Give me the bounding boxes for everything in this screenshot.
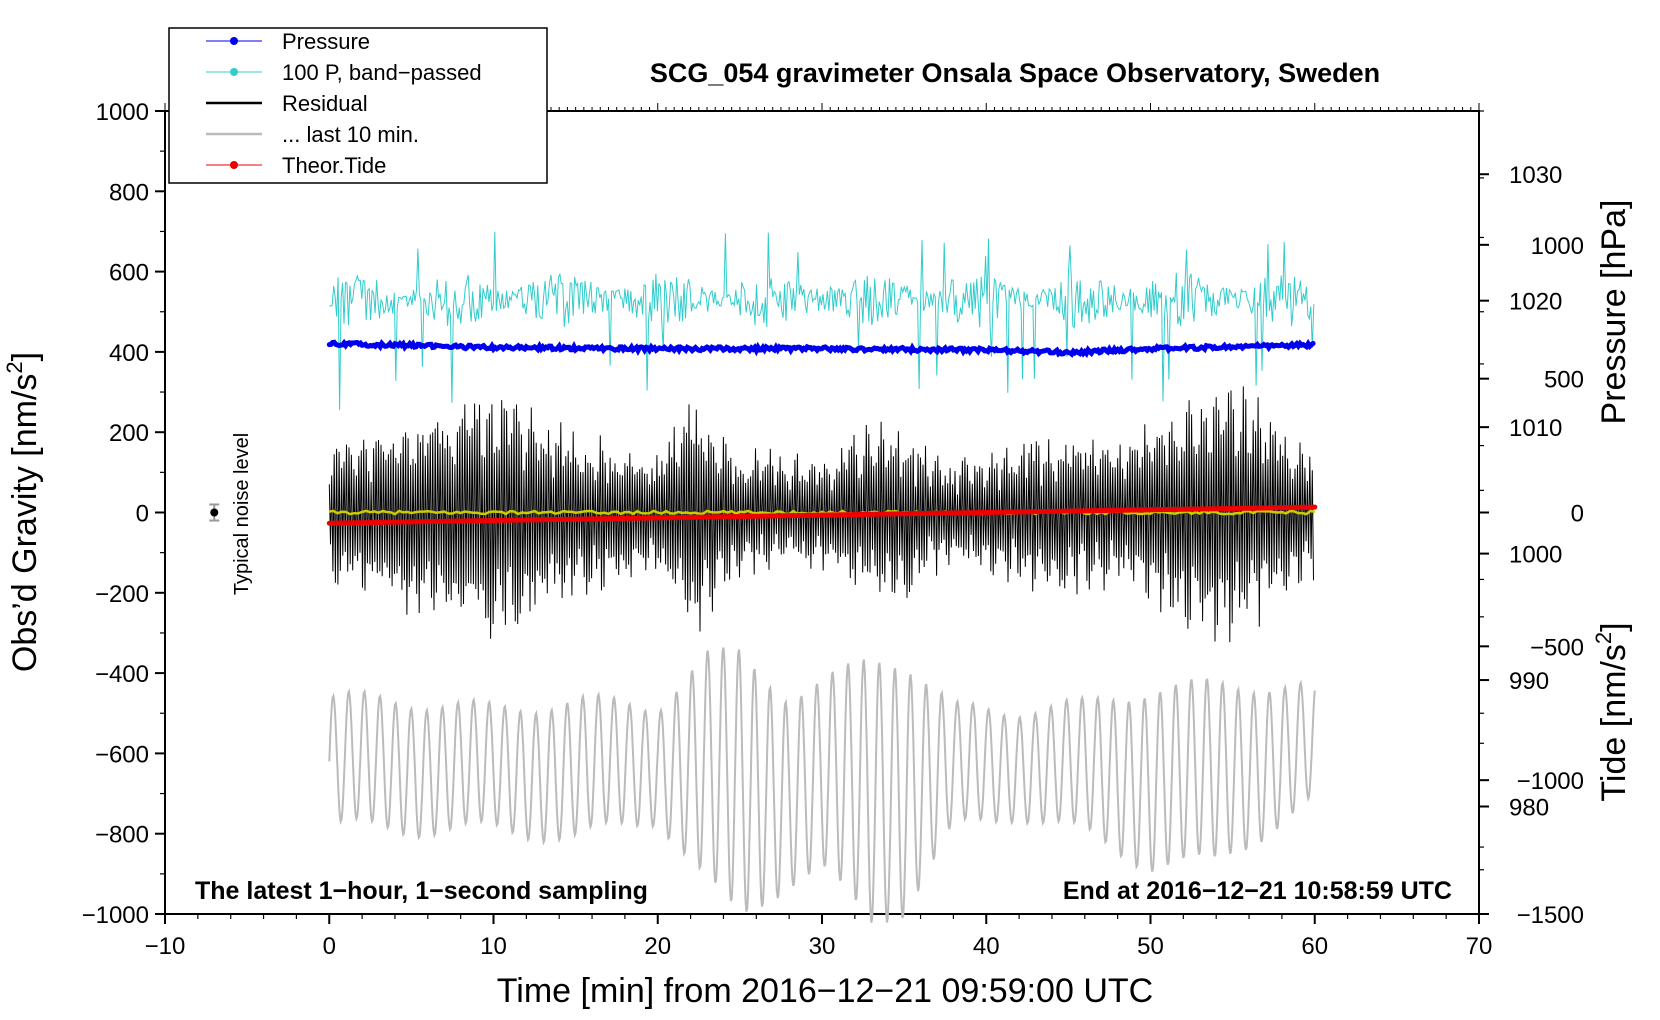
x-tick-label: 40	[973, 933, 1000, 960]
y-left-tick-label: 200	[109, 420, 149, 447]
pressure-tick-label: 1030	[1509, 162, 1562, 189]
y-left-tick-label: 800	[109, 179, 149, 206]
legend-label: Pressure	[282, 29, 370, 54]
legend-marker	[230, 37, 238, 45]
series-residual-mean-line	[329, 509, 1316, 516]
tide-axis-ticks: 1000 500 0 −500 −1000 −1500	[1479, 177, 1584, 929]
legend-label: Theor.Tide	[282, 153, 386, 178]
legend-marker	[230, 68, 238, 76]
y-left-tick-label: 400	[109, 340, 149, 367]
x-tick-label: 20	[644, 933, 671, 960]
x-tick-label: 0	[323, 933, 336, 960]
x-tick-label: 60	[1301, 933, 1328, 960]
noise-point	[210, 508, 219, 517]
series-last-10-min-line	[328, 647, 1316, 923]
y-left-tick-label: −600	[95, 741, 149, 768]
pressure-tick-label: 1020	[1509, 289, 1562, 316]
annotation-left: The latest 1−hour, 1−second sampling	[195, 877, 648, 905]
tide-tick-label: −1500	[1517, 902, 1584, 929]
y-left-axis-ticks: 1000 800 600 400 200 0 −200 −400 −600 −800 −1000	[82, 99, 165, 929]
legend-label: 100 P, band−passed	[282, 60, 482, 85]
y-tide-axis-label: Tide [nm/s2]	[1591, 622, 1633, 801]
pressure-tick-label: 990	[1509, 668, 1549, 695]
y-tide-axis-label-sup: 2	[1591, 632, 1616, 644]
y-tide-axis-label-close: ]	[1595, 622, 1633, 631]
tide-tick-label: 500	[1544, 367, 1584, 394]
tide-tick-label: −500	[1530, 634, 1584, 661]
legend-label: Residual	[282, 91, 368, 116]
x-tick-label: 10	[480, 933, 507, 960]
y-left-axis-label-main: Obs’d Gravity [nm/s	[6, 374, 44, 673]
x-axis-ticks: −10 0 10 20 30 40 50 60 70	[145, 103, 1493, 960]
x-tick-label: 70	[1466, 933, 1493, 960]
series-theor-tide-line	[326, 504, 1318, 526]
tide-tick-label: −1000	[1517, 768, 1584, 795]
y-left-tick-label: −1000	[82, 902, 149, 929]
legend-marker	[230, 161, 238, 169]
x-axis-label: Time [min] from 2016−12−21 09:59:00 UTC	[497, 972, 1153, 1010]
x-tick-label: 30	[809, 933, 836, 960]
annotation-right: End at 2016−12−21 10:58:59 UTC	[1063, 877, 1452, 905]
noise-level-label: Typical noise level	[231, 433, 253, 595]
y-left-tick-label: 0	[136, 501, 149, 528]
y-left-tick-label: −200	[95, 581, 149, 608]
y-left-tick-label: −400	[95, 661, 149, 688]
y-left-axis-label-close: ]	[6, 352, 44, 361]
tide-tick-label: 1000	[1531, 233, 1584, 260]
y-left-tick-label: 1000	[96, 99, 149, 126]
pressure-tick-label: 1010	[1509, 415, 1562, 442]
y-tide-axis-label-main: Tide [nm/s	[1595, 644, 1633, 801]
tide-tick-label: 0	[1571, 501, 1584, 528]
y-left-tick-label: −800	[95, 822, 149, 849]
y-left-axis-label: Obs’d Gravity [nm/s2]	[2, 352, 44, 672]
y-left-tick-label: 600	[109, 260, 149, 287]
legend-box	[168, 27, 548, 184]
series-band-passed-line	[329, 231, 1315, 410]
noise-level-marker	[209, 503, 220, 522]
legend: Pressure 100 P, band−passed Residual ... la…	[168, 27, 548, 184]
series-layer	[326, 231, 1318, 923]
legend-label: ... last 10 min.	[282, 122, 419, 147]
pressure-axis-ticks: 1030 1020 1010 1000 990 980	[1479, 110, 1562, 871]
y-left-axis-label-sup: 2	[2, 361, 27, 373]
series-pressure-line	[326, 338, 1316, 359]
x-tick-label: 50	[1137, 933, 1164, 960]
y-pressure-axis-label: Pressure [hPa]	[1595, 200, 1633, 425]
chart-title: SCG_054 gravimeter Onsala Space Observat…	[650, 58, 1380, 88]
x-tick-label: −10	[145, 933, 186, 960]
pressure-tick-label: 1000	[1509, 542, 1562, 569]
pressure-tick-label: 980	[1509, 795, 1549, 822]
